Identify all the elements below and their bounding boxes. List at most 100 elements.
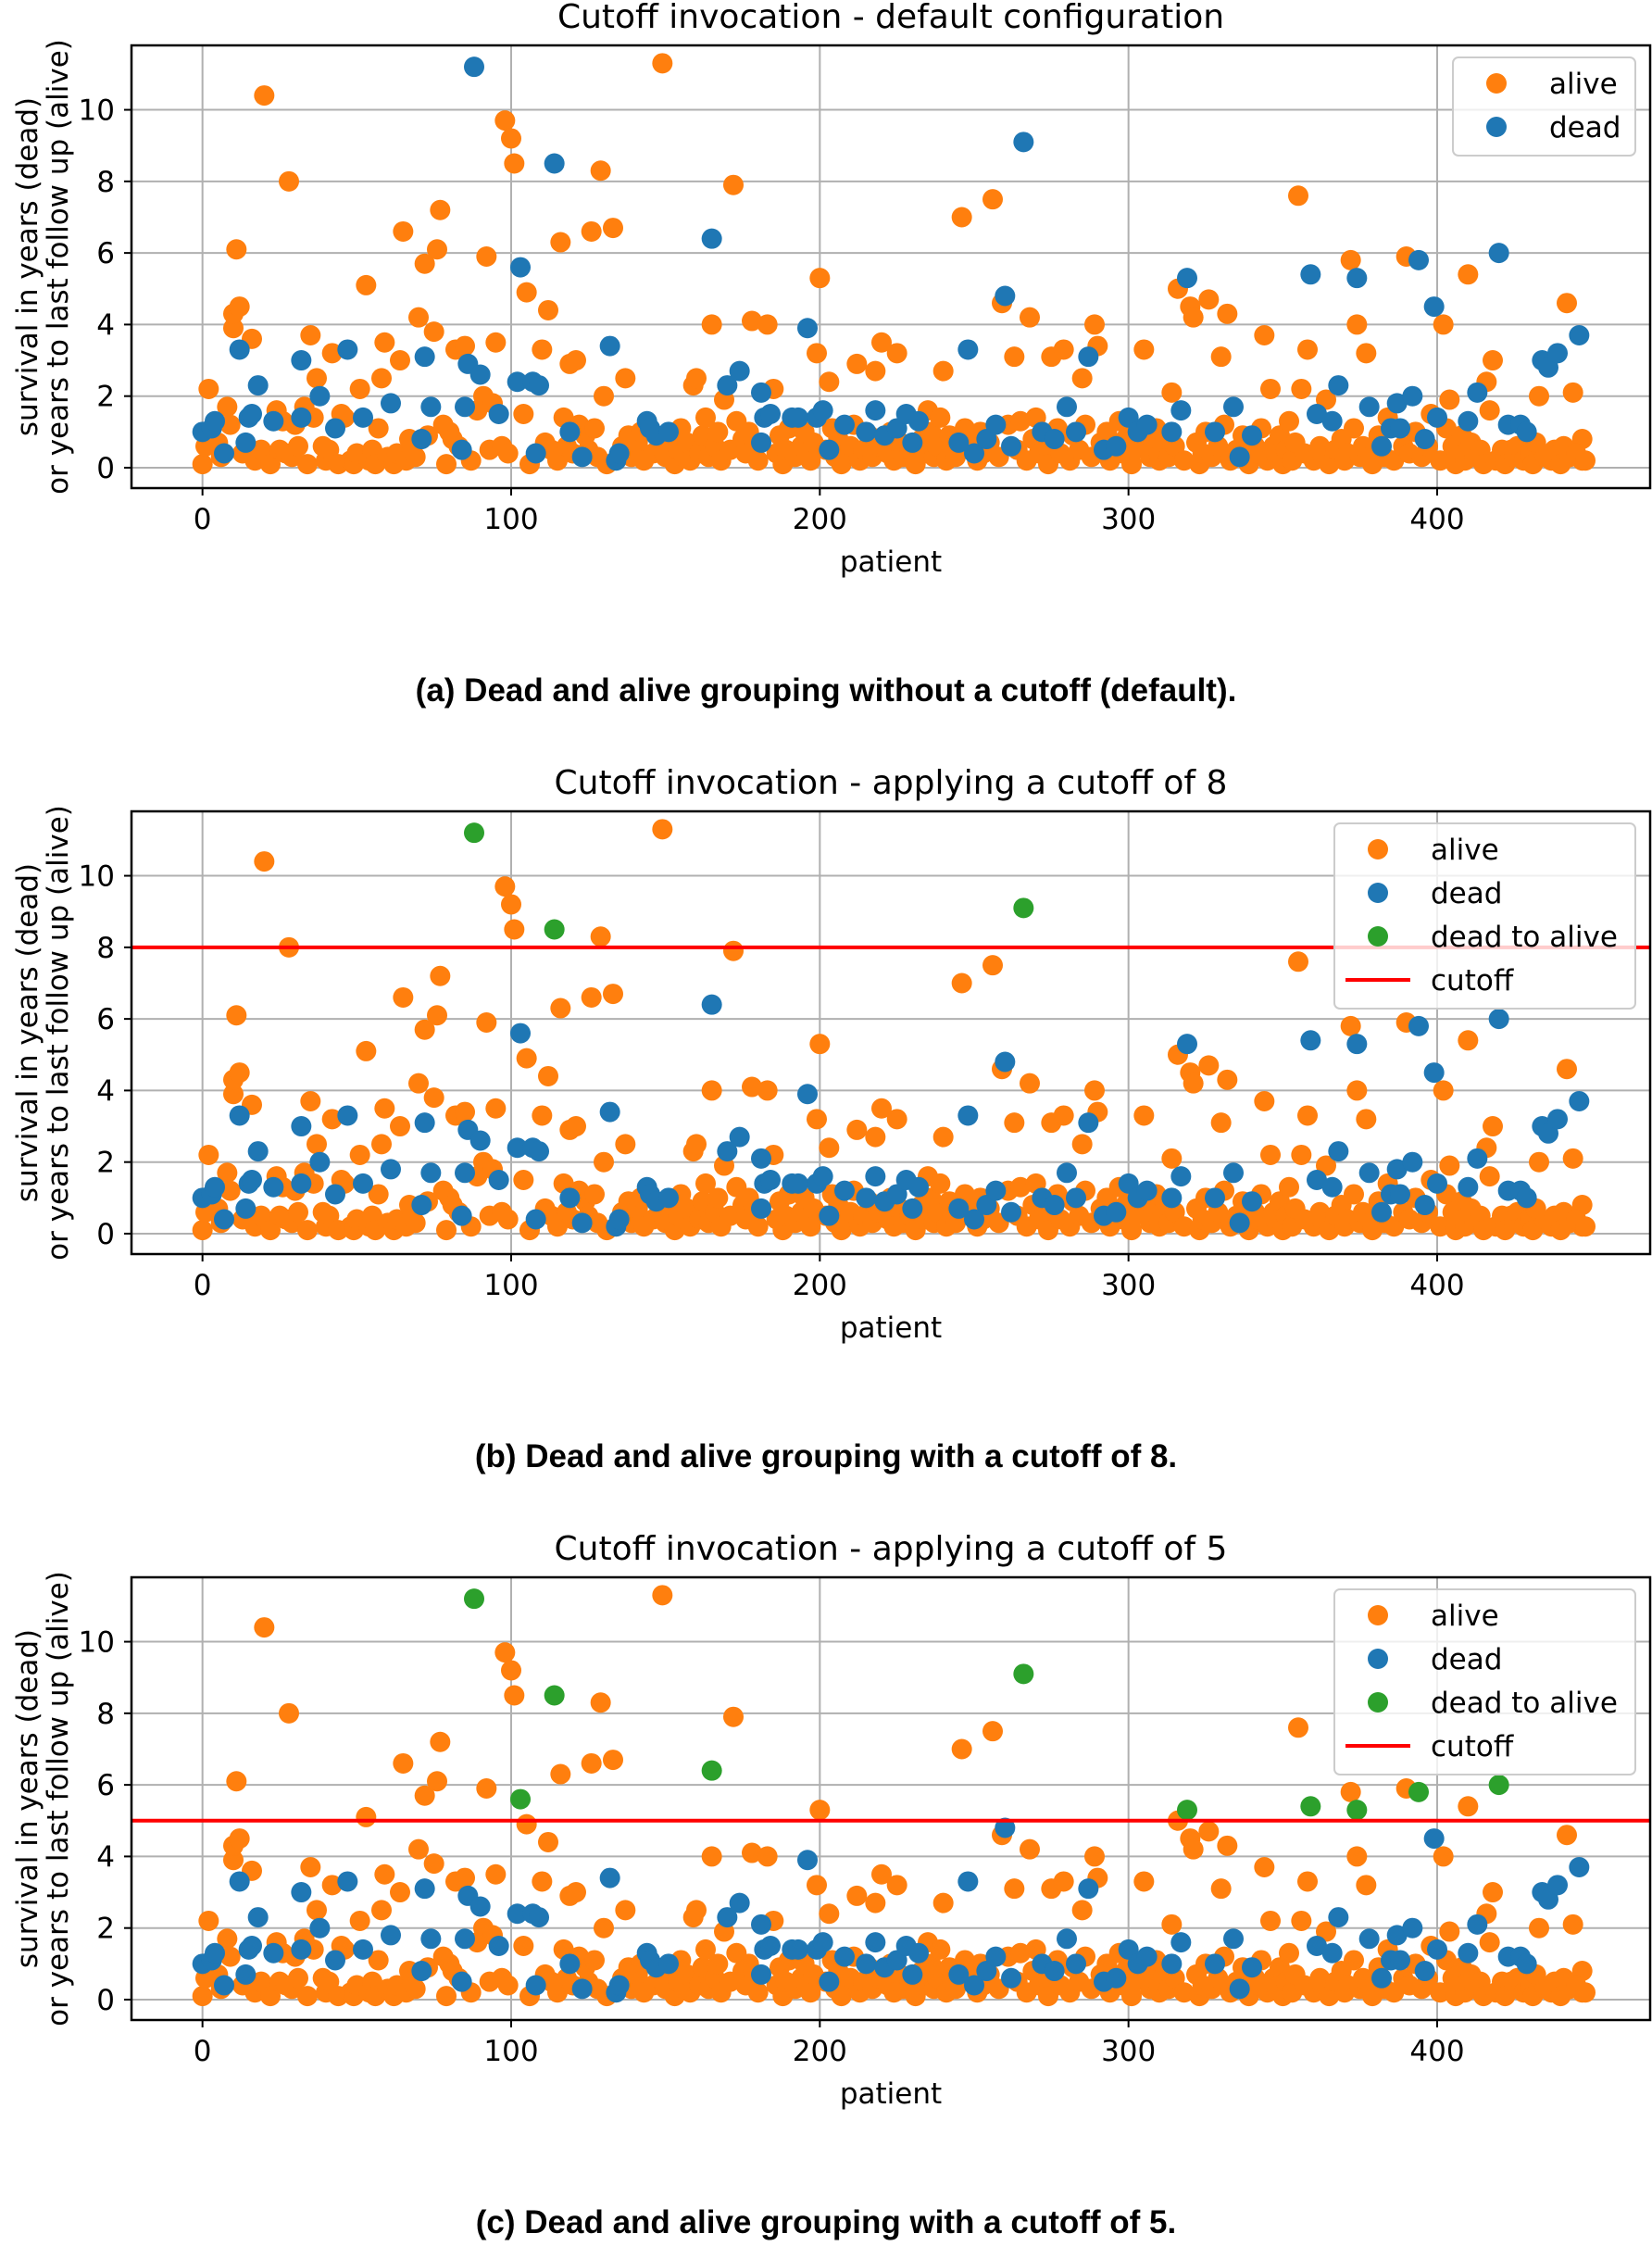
alive-point — [1479, 400, 1500, 421]
y-tick-label: 4 — [96, 308, 115, 342]
alive-point — [405, 446, 426, 468]
y-tick-label: 6 — [96, 1769, 115, 1802]
dead-point — [420, 1928, 442, 1950]
alive-point — [1279, 1942, 1299, 1964]
dead-point — [263, 410, 284, 432]
dead-to-alive-point — [1346, 1800, 1368, 1821]
alive-point — [1173, 1216, 1195, 1237]
dead-point — [1106, 1201, 1127, 1223]
dead-point — [902, 1198, 923, 1219]
dead-to-alive-point — [510, 1788, 531, 1810]
dead-point — [751, 1148, 771, 1169]
dead-point — [510, 1023, 531, 1044]
alive-point — [226, 1005, 247, 1026]
alive-point — [494, 876, 516, 897]
alive-point — [1297, 1105, 1318, 1126]
y-tick-label: 0 — [96, 1218, 115, 1251]
alive-point — [1340, 1781, 1361, 1802]
dead-point — [1044, 429, 1065, 450]
dead-point — [1516, 421, 1537, 443]
alive-point — [1254, 324, 1275, 345]
dead-point — [571, 1978, 593, 2000]
dead-point — [488, 1170, 509, 1191]
alive-point — [1562, 1148, 1583, 1169]
alive-point — [1020, 1073, 1040, 1094]
alive-point — [695, 1173, 716, 1194]
dead-point — [985, 1180, 1007, 1201]
alive-point — [871, 1098, 892, 1119]
dead-point — [451, 439, 472, 460]
dead-point — [414, 1878, 435, 1900]
alive-point — [819, 371, 840, 393]
alive-point — [538, 1065, 558, 1086]
dead-point — [1161, 421, 1183, 443]
x-axis-label: patient — [840, 546, 942, 579]
dead-point — [488, 404, 509, 425]
dead-point — [608, 1975, 630, 1996]
dead-point — [525, 443, 546, 464]
dead-point — [1390, 1950, 1410, 1971]
alive-point — [1010, 410, 1031, 432]
x-tick-label: 100 — [483, 1269, 538, 1302]
alive-point — [1198, 1055, 1220, 1076]
alive-point — [800, 450, 821, 471]
alive-point — [930, 407, 951, 428]
dead-point — [1223, 1928, 1244, 1950]
legend-marker-icon — [1368, 1649, 1388, 1669]
alive-point — [1529, 1151, 1549, 1173]
alive-point — [516, 1813, 537, 1835]
dead-point — [797, 318, 818, 339]
dead-point — [1346, 1034, 1368, 1055]
dead-point — [1307, 1936, 1327, 1957]
alive-point — [1004, 1112, 1025, 1134]
dead-point — [229, 1105, 250, 1126]
alive-point — [455, 1867, 475, 1888]
alive-point — [1479, 1166, 1500, 1187]
alive-point — [1344, 1950, 1364, 1971]
dead-point — [729, 1126, 750, 1148]
alive-point — [217, 396, 238, 418]
dead-to-alive-point — [1013, 1663, 1034, 1685]
alive-point — [497, 443, 519, 464]
alive-point — [1529, 385, 1549, 407]
legend-box — [1333, 1588, 1636, 1775]
dead-point — [729, 1892, 750, 1913]
alive-point — [427, 1771, 447, 1792]
dead-point — [717, 375, 738, 396]
alive-point — [1279, 1176, 1299, 1198]
alive-point — [501, 1660, 521, 1681]
dead-point — [229, 339, 250, 360]
y-tick-label: 0 — [96, 452, 115, 485]
alive-point — [1356, 343, 1377, 364]
alive-point — [701, 314, 722, 335]
dead-point — [760, 1170, 781, 1191]
alive-point — [532, 1105, 553, 1126]
dead-point — [856, 1953, 877, 1975]
x-tick-label: 0 — [194, 1269, 212, 1302]
alive-point — [581, 986, 602, 1008]
alive-point — [932, 360, 954, 382]
caption-b: (b) Dead and alive grouping with a cutof… — [474, 1438, 1178, 1474]
alive-point — [192, 1220, 213, 1241]
alive-point — [871, 1863, 892, 1885]
dead-point — [325, 1184, 345, 1205]
alive-point — [1458, 264, 1479, 285]
y-tick-label: 0 — [96, 1984, 115, 2017]
alive-point — [1071, 1134, 1093, 1155]
legend-label: dead to alive — [1431, 1687, 1618, 1720]
dead-point — [353, 1173, 373, 1194]
dead-point — [788, 1173, 808, 1194]
y-tick-label: 10 — [79, 860, 115, 894]
dead-point — [865, 400, 886, 421]
dead-point — [1066, 1953, 1086, 1975]
alive-point — [349, 378, 370, 399]
alive-point — [538, 299, 558, 320]
alive-point — [501, 128, 521, 149]
alive-point — [1483, 1116, 1503, 1137]
dead-point — [1358, 396, 1380, 418]
dead-point — [957, 339, 979, 360]
dead-point — [1402, 1917, 1423, 1939]
legend-marker-icon — [1368, 1605, 1388, 1625]
alive-point — [590, 926, 611, 947]
alive-point — [747, 1982, 769, 2003]
